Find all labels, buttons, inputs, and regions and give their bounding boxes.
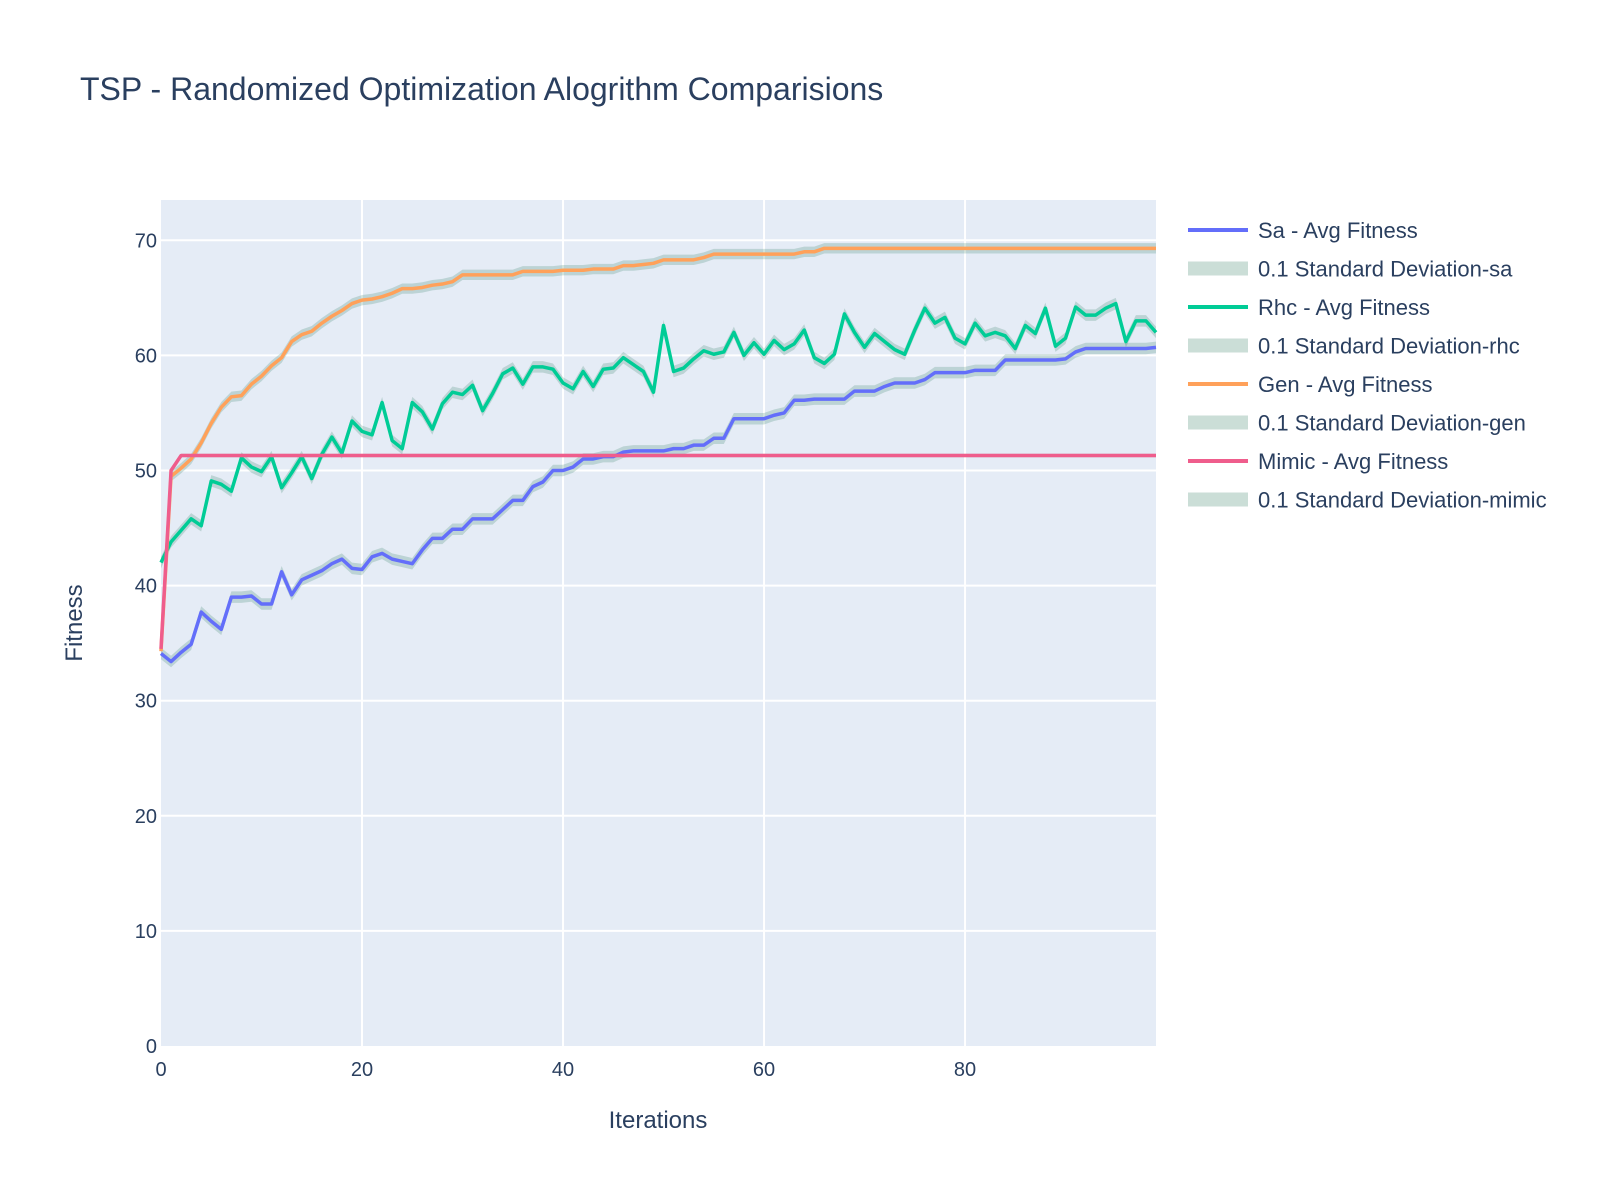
legend-item-line-mimic[interactable]: Mimic - Avg Fitness <box>1188 449 1448 474</box>
grid-layer <box>161 200 1156 1046</box>
plot-background <box>161 200 1156 1046</box>
series-line-rhc <box>159 301 1158 564</box>
y-tick-label: 50 <box>135 460 157 482</box>
x-tick-label: 80 <box>954 1059 976 1081</box>
series-line-gen <box>159 246 1156 652</box>
legend-item-line-gen[interactable]: Gen - Avg Fitness <box>1188 372 1432 397</box>
legend-label: Gen - Avg Fitness <box>1258 372 1432 397</box>
legend-swatch <box>1188 261 1248 276</box>
x-tick-label: 40 <box>552 1059 574 1081</box>
y-tick-label: 40 <box>135 576 157 598</box>
x-tick-label: 20 <box>351 1059 373 1081</box>
legend-item-line-sa[interactable]: Sa - Avg Fitness <box>1188 218 1418 243</box>
x-axis-title: Iterations <box>609 1107 708 1134</box>
y-tick-labels: 0 10 20 30 40 50 60 70 <box>135 230 157 1058</box>
series-line-mimic <box>159 453 1156 649</box>
legend-item-band-mimic[interactable]: 0.1 Standard Deviation-mimic <box>1188 488 1547 513</box>
y-tick-label: 0 <box>146 1036 157 1058</box>
chart-title: TSP - Randomized Optimization Alogrithm … <box>80 71 883 107</box>
legend-item-line-rhc[interactable]: Rhc - Avg Fitness <box>1188 295 1430 320</box>
std-band-rhc <box>161 297 1156 569</box>
x-tick-labels: 0 20 40 60 80 <box>155 1059 976 1081</box>
y-tick-label: 70 <box>135 230 157 252</box>
legend-label: Sa - Avg Fitness <box>1258 218 1418 243</box>
legend-item-band-sa[interactable]: 0.1 Standard Deviation-sa <box>1188 257 1513 282</box>
legend-label: 0.1 Standard Deviation-mimic <box>1258 488 1547 513</box>
x-tick-label: 0 <box>155 1059 166 1081</box>
legend-label: 0.1 Standard Deviation-rhc <box>1258 334 1520 359</box>
x-tick-label: 60 <box>753 1059 775 1081</box>
y-tick-label: 30 <box>135 691 157 713</box>
legend-label: Rhc - Avg Fitness <box>1258 295 1430 320</box>
legend-swatch <box>1188 492 1248 507</box>
legend-item-band-gen[interactable]: 0.1 Standard Deviation-gen <box>1188 411 1526 436</box>
y-tick-label: 10 <box>135 921 157 943</box>
legend-item-band-rhc[interactable]: 0.1 Standard Deviation-rhc <box>1188 334 1520 359</box>
y-tick-label: 20 <box>135 806 157 828</box>
y-tick-label: 60 <box>135 345 157 367</box>
legend-swatch <box>1188 415 1248 430</box>
legend-label: Mimic - Avg Fitness <box>1258 449 1448 474</box>
y-axis-title: Fitness <box>61 584 88 661</box>
std-band-layer <box>161 243 1156 668</box>
legend-label: 0.1 Standard Deviation-sa <box>1258 257 1513 282</box>
series-line-layer <box>159 246 1158 664</box>
legend: Sa - Avg Fitness 0.1 Standard Deviation-s… <box>1188 218 1547 513</box>
legend-label: 0.1 Standard Deviation-gen <box>1258 411 1526 436</box>
series-line-sa <box>159 345 1157 664</box>
legend-swatch <box>1188 338 1248 353</box>
